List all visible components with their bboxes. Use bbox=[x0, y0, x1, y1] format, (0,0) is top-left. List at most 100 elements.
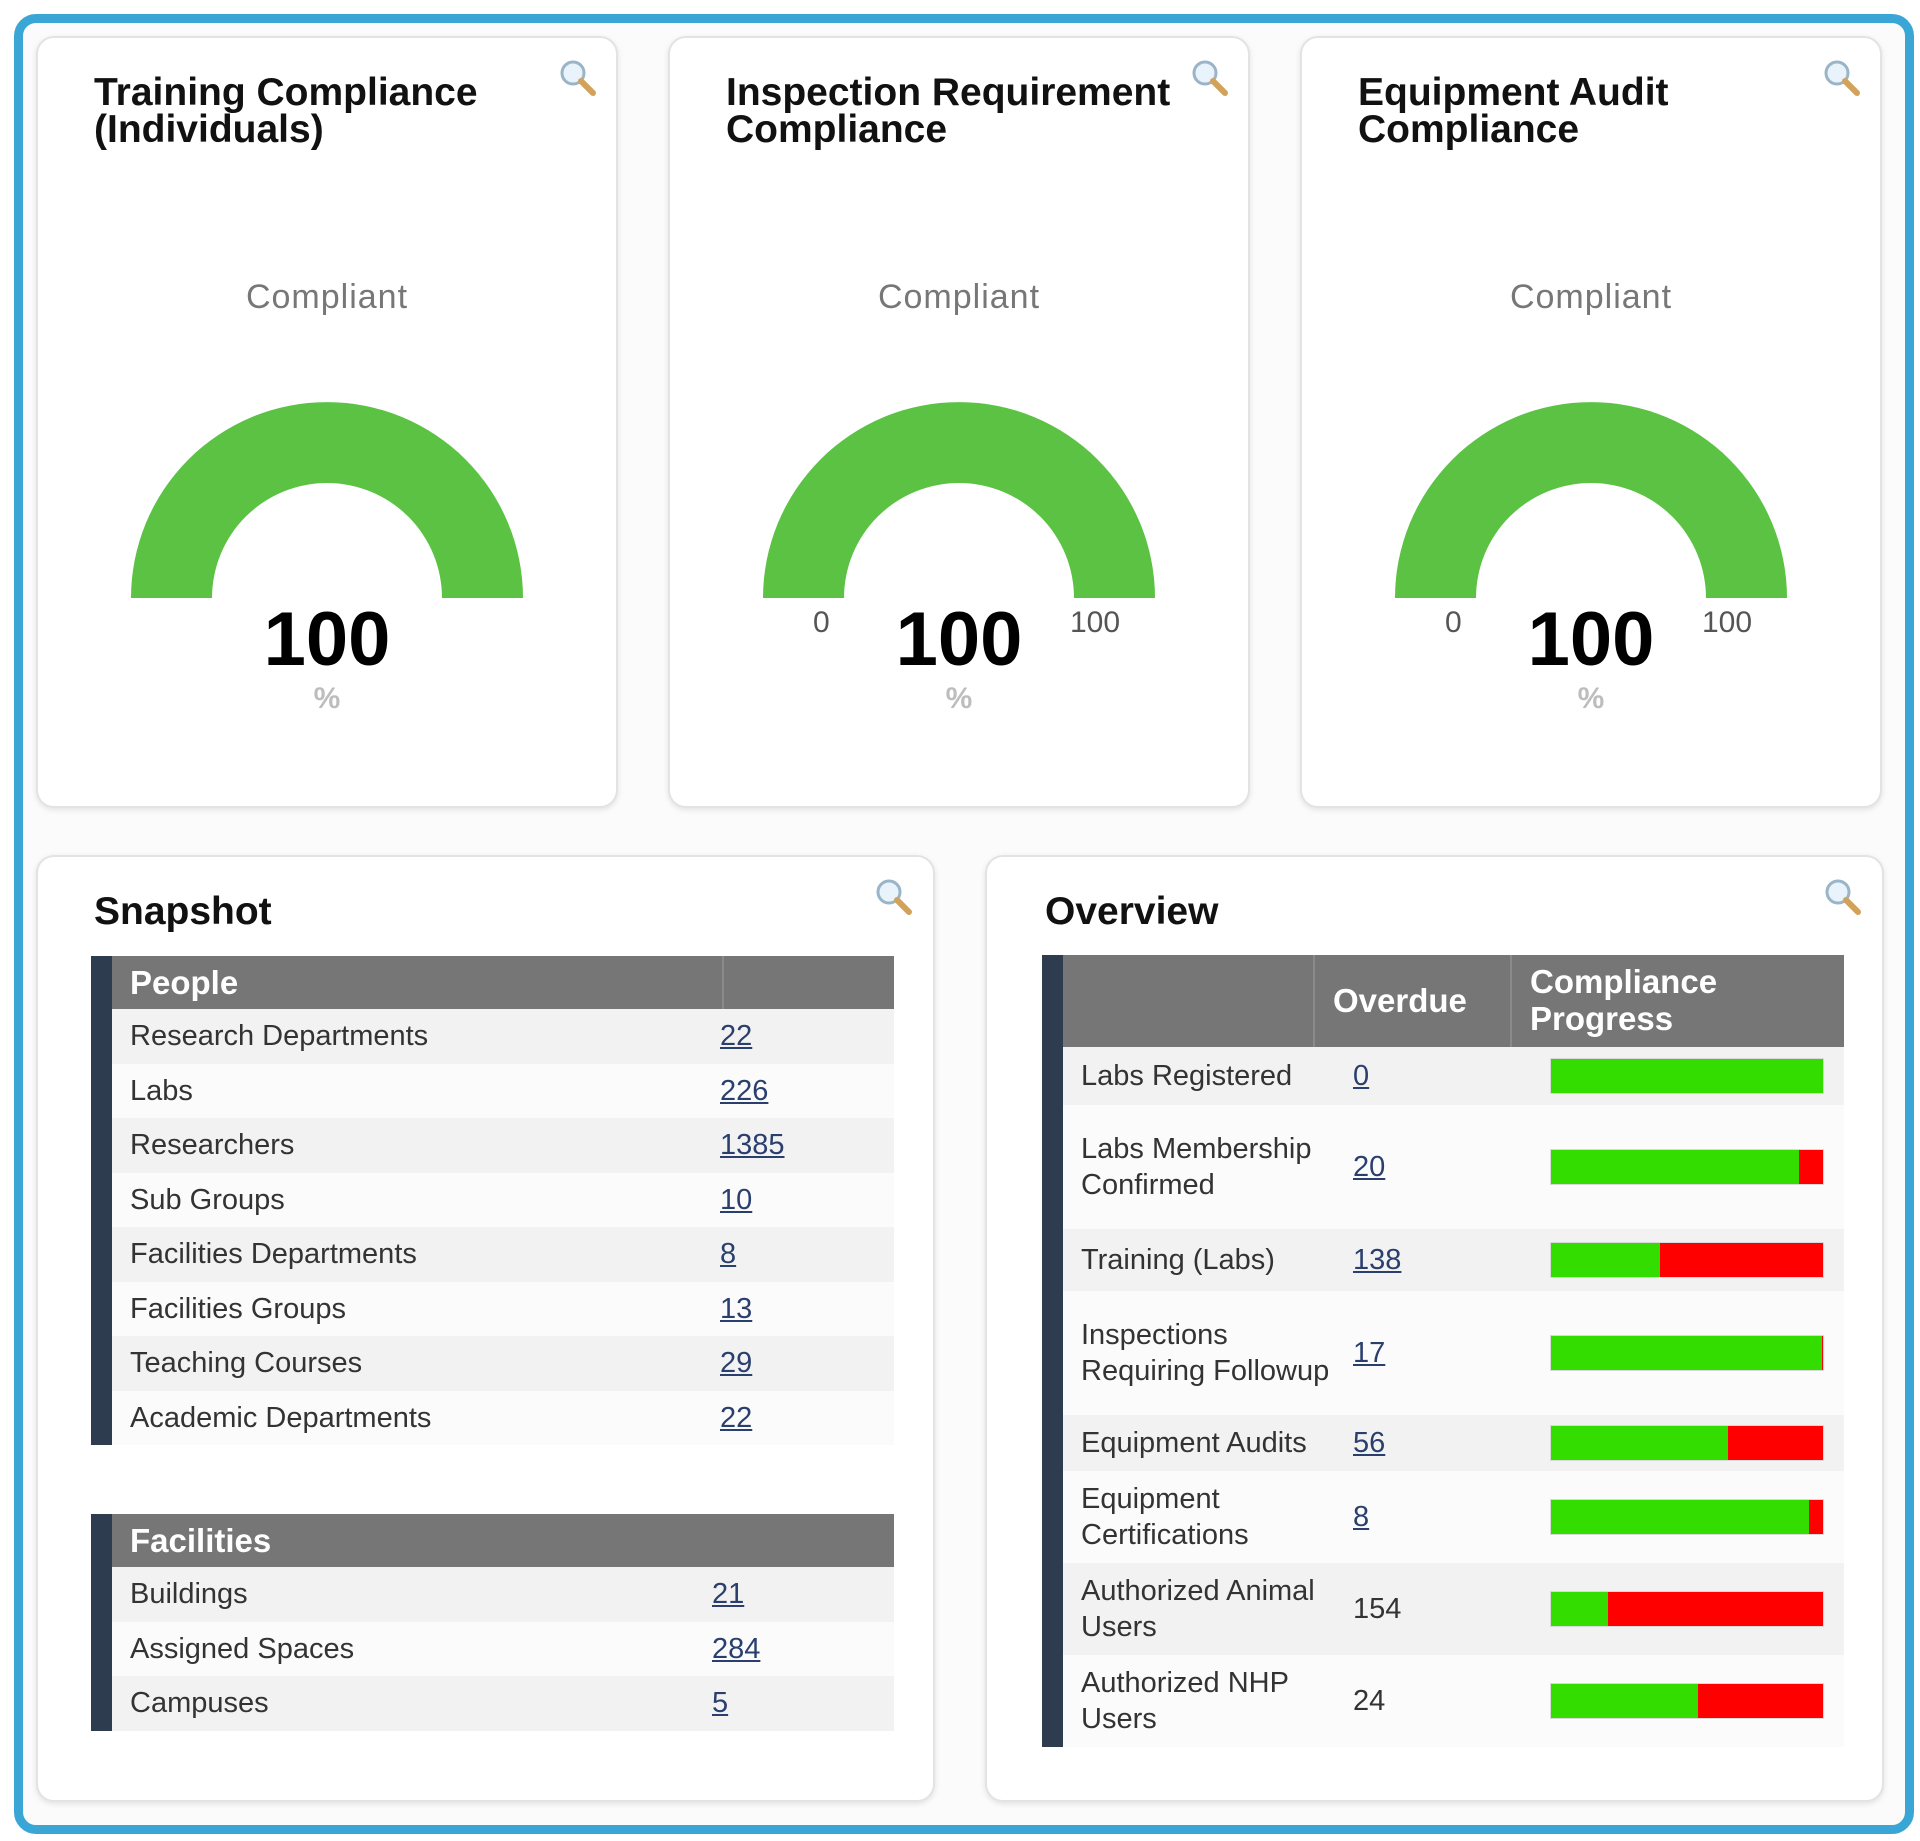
table-row: Teaching Courses 29 bbox=[112, 1336, 894, 1391]
gauge-card-3: Equipment Audit Compliance Compliant 100 … bbox=[1300, 36, 1882, 808]
progress-fill bbox=[1551, 1426, 1728, 1460]
progress-fill bbox=[1551, 1684, 1698, 1718]
overview-row: Equipment Certifications 8 bbox=[1063, 1471, 1844, 1563]
row-count-link[interactable]: 21 bbox=[712, 1578, 745, 1610]
row-count-link[interactable]: 226 bbox=[720, 1074, 769, 1107]
overview-title: Overview bbox=[1045, 890, 1219, 933]
gauge-value: 100 bbox=[1527, 597, 1655, 682]
gauge-title: Training Compliance (Individuals) bbox=[94, 71, 478, 151]
people-header-label: People bbox=[130, 964, 239, 1001]
overview-row: Inspections Requiring Followup 17 bbox=[1063, 1291, 1844, 1415]
overview-row-label: Equipment Certifications bbox=[1081, 1483, 1249, 1551]
overview-row: Equipment Audits 56 bbox=[1063, 1415, 1844, 1471]
row-label: Facilities Groups bbox=[130, 1292, 346, 1325]
gauge-magnifier-icon[interactable] bbox=[558, 58, 598, 98]
progress-fill bbox=[1551, 1059, 1823, 1093]
gauge-fill bbox=[1395, 402, 1787, 598]
compliance-progress-bar bbox=[1550, 1242, 1824, 1278]
gauge-fill bbox=[131, 402, 523, 598]
gauge-card-2: Inspection Requirement Compliance Complia… bbox=[668, 36, 1250, 808]
row-label: Assigned Spaces bbox=[130, 1632, 355, 1665]
people-table: People Research Departments 22 Labs 226 … bbox=[91, 956, 894, 1445]
compliance-progress-bar bbox=[1550, 1149, 1824, 1185]
progress-column-header: Compliance Progress bbox=[1530, 963, 1718, 1037]
compliance-progress-bar bbox=[1550, 1499, 1824, 1535]
row-label: Teaching Courses bbox=[130, 1347, 363, 1379]
table-row: Researchers 1385 bbox=[112, 1118, 894, 1173]
row-label: Academic Departments bbox=[130, 1401, 432, 1434]
row-label: Sub Groups bbox=[130, 1183, 285, 1216]
table-row: Assigned Spaces 284 bbox=[112, 1621, 894, 1676]
gauge-magnifier-icon[interactable] bbox=[1822, 58, 1862, 98]
row-count-link[interactable]: 5 bbox=[712, 1687, 729, 1719]
overview-overdue-value[interactable]: 20 bbox=[1353, 1150, 1386, 1183]
row-count-link[interactable]: 8 bbox=[720, 1238, 737, 1270]
gauge-max-label: 100 bbox=[1702, 606, 1753, 639]
gauge-unit: % bbox=[313, 682, 341, 715]
table-row: Labs 226 bbox=[112, 1063, 894, 1118]
gauge-title: Inspection Requirement Compliance bbox=[726, 71, 1171, 151]
gauge-arc bbox=[131, 402, 523, 598]
row-count-link[interactable]: 22 bbox=[720, 1401, 753, 1434]
gauge-magnifier-icon[interactable] bbox=[1190, 58, 1230, 98]
row-label: Facilities Departments bbox=[130, 1238, 417, 1270]
progress-fill bbox=[1551, 1150, 1799, 1184]
gauge-arc bbox=[1395, 402, 1787, 598]
overview-row-label: Authorized NHP Users bbox=[1081, 1667, 1289, 1735]
table-row: Facilities Departments 8 bbox=[112, 1227, 894, 1282]
row-count-link[interactable]: 22 bbox=[720, 1020, 753, 1052]
row-label: Labs bbox=[130, 1074, 193, 1107]
gauge-arc bbox=[763, 402, 1155, 598]
gauge-max-label: 100 bbox=[1070, 606, 1121, 639]
compliance-progress-bar bbox=[1550, 1591, 1824, 1627]
snapshot-title: Snapshot bbox=[94, 890, 272, 933]
overview-overdue-value[interactable]: 56 bbox=[1353, 1426, 1386, 1459]
gauge-label: Compliant bbox=[1509, 278, 1673, 316]
row-count-link[interactable]: 13 bbox=[720, 1292, 753, 1325]
overview-row: Training (Labs) 138 bbox=[1063, 1229, 1844, 1291]
compliance-progress-bar bbox=[1550, 1335, 1824, 1371]
overdue-column-header: Overdue bbox=[1333, 982, 1467, 1019]
row-count-link[interactable]: 10 bbox=[720, 1183, 753, 1216]
gauge-min-label: 0 bbox=[813, 606, 830, 639]
progress-fill bbox=[1551, 1336, 1822, 1370]
table-row: Academic Departments 22 bbox=[112, 1390, 894, 1445]
overview-row-label: Inspections Requiring Followup bbox=[1081, 1319, 1330, 1387]
snapshot-magnifier-icon[interactable] bbox=[874, 877, 914, 917]
gauge-value: 100 bbox=[895, 597, 1023, 682]
gauge-card-1: Training Compliance (Individuals) Complia… bbox=[36, 36, 618, 808]
gauge-unit: % bbox=[1577, 682, 1605, 715]
row-label: Campuses bbox=[130, 1687, 269, 1719]
row-count-link[interactable]: 29 bbox=[720, 1347, 753, 1379]
overview-row-label: Equipment Audits bbox=[1081, 1427, 1307, 1459]
progress-fill bbox=[1551, 1243, 1660, 1277]
gauge-value: 100 bbox=[263, 597, 391, 682]
overview-row: Authorized NHP Users 24 bbox=[1063, 1655, 1844, 1747]
table-row: Facilities Groups 13 bbox=[112, 1281, 894, 1336]
overview-row: Labs Registered 0 bbox=[1063, 1047, 1844, 1105]
row-count-link[interactable]: 1385 bbox=[720, 1129, 785, 1161]
row-label: Researchers bbox=[130, 1129, 295, 1161]
overview-overdue-value[interactable]: 0 bbox=[1353, 1059, 1370, 1092]
gauge-label: Compliant bbox=[245, 278, 409, 316]
gauge-fill bbox=[763, 402, 1155, 598]
overview-row: Labs Membership Confirmed 20 bbox=[1063, 1105, 1844, 1229]
overview-row-label: Labs Membership Confirmed bbox=[1081, 1133, 1312, 1201]
overview-overdue-value[interactable]: 138 bbox=[1353, 1243, 1402, 1276]
overview-overdue-value: 154 bbox=[1353, 1592, 1402, 1625]
overview-magnifier-icon[interactable] bbox=[1823, 877, 1863, 917]
compliance-progress-bar bbox=[1550, 1058, 1824, 1094]
overview-table: Overdue Compliance Progress Labs Registe… bbox=[1042, 955, 1844, 1747]
facilities-table: Facilities Buildings 21 Assigned Spaces … bbox=[91, 1514, 894, 1731]
gauge-unit: % bbox=[945, 682, 973, 715]
overview-row: Authorized Animal Users 154 bbox=[1063, 1563, 1844, 1655]
row-count-link[interactable]: 284 bbox=[712, 1632, 761, 1665]
overview-overdue-value[interactable]: 17 bbox=[1353, 1336, 1386, 1369]
compliance-progress-bar bbox=[1550, 1683, 1824, 1719]
overview-row-label: Training (Labs) bbox=[1081, 1244, 1275, 1276]
compliance-progress-bar bbox=[1550, 1425, 1824, 1461]
overview-overdue-value[interactable]: 8 bbox=[1353, 1500, 1370, 1533]
table-row: Campuses 5 bbox=[112, 1676, 894, 1731]
table-row: Buildings 21 bbox=[112, 1567, 894, 1622]
row-label: Buildings bbox=[130, 1578, 248, 1610]
